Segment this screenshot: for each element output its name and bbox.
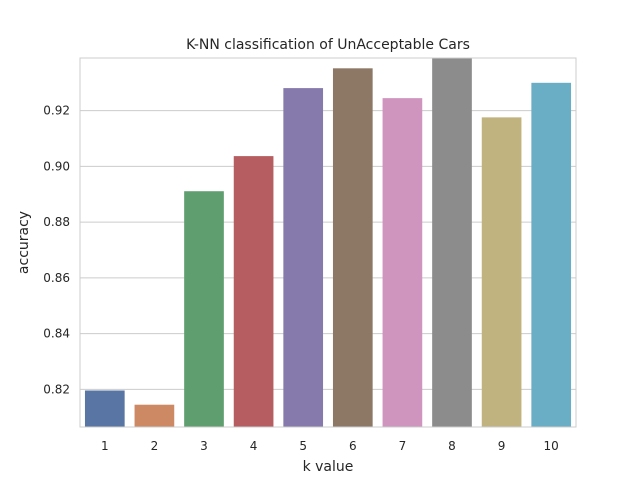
- bars: [84, 58, 572, 428]
- bar: [332, 68, 373, 427]
- y-axis-label: accuracy: [16, 211, 32, 274]
- x-tick-label: 7: [399, 439, 407, 453]
- y-tick-label: 0.88: [43, 215, 70, 229]
- bar: [283, 88, 324, 427]
- x-tick-label: 4: [250, 439, 258, 453]
- bar: [382, 98, 423, 427]
- bar: [184, 191, 224, 427]
- bar: [531, 82, 572, 427]
- x-tick-label: 3: [200, 439, 208, 453]
- x-tick-labels: 1 2 3 4 5 6 7 8 9 10: [101, 439, 559, 453]
- chart-title: K-NN classification of UnAcceptable Cars: [186, 37, 470, 53]
- bar: [432, 58, 472, 427]
- y-tick-labels: 0.82 0.84 0.86 0.88 0.90 0.92: [43, 104, 70, 397]
- x-axis-label: k value: [303, 459, 354, 475]
- x-tick-label: 10: [544, 439, 559, 453]
- x-tick-label: 1: [101, 439, 109, 453]
- y-tick-label: 0.92: [43, 104, 70, 118]
- x-tick-label: 8: [448, 439, 456, 453]
- bar: [84, 390, 125, 427]
- bar: [481, 117, 522, 428]
- x-tick-label: 6: [349, 439, 357, 453]
- y-tick-label: 0.86: [43, 271, 70, 285]
- x-tick-label: 9: [498, 439, 506, 453]
- x-tick-label: 2: [151, 439, 159, 453]
- y-tick-label: 0.90: [43, 159, 70, 173]
- bar: [233, 156, 274, 427]
- bar: [134, 404, 175, 427]
- x-tick-label: 5: [299, 439, 307, 453]
- y-tick-label: 0.84: [43, 327, 70, 341]
- y-tick-label: 0.82: [43, 382, 70, 396]
- plot-frame: [79, 57, 577, 428]
